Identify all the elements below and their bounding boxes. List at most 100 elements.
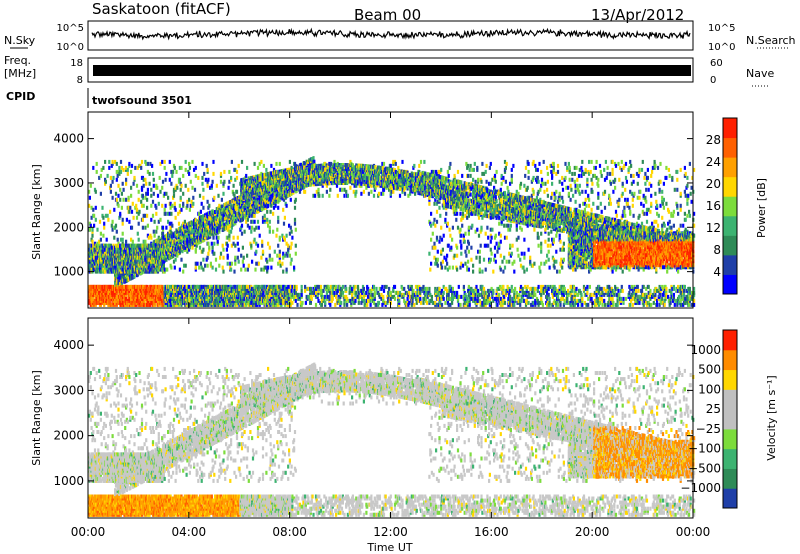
echo-cell xyxy=(267,241,270,246)
echo-cell xyxy=(151,213,155,218)
echo-cell xyxy=(210,241,213,246)
echo-cell xyxy=(136,165,139,170)
echo-cell xyxy=(119,211,122,216)
echo-cell xyxy=(200,223,203,228)
echo-cell xyxy=(128,161,131,166)
echo-cell xyxy=(183,219,186,224)
echo-cell xyxy=(98,219,102,224)
freq-label-1: Freq. xyxy=(4,54,31,67)
echo-cell xyxy=(103,221,106,226)
echo-cell xyxy=(99,269,102,274)
nsearch-tick-low: 10^0 xyxy=(708,42,735,53)
echo-cell xyxy=(137,189,140,194)
echo-cell xyxy=(210,183,213,188)
echo-cell xyxy=(269,209,272,214)
echo-cell xyxy=(137,221,140,226)
echo-cell xyxy=(152,177,155,182)
echo-cell xyxy=(197,284,200,289)
echo-cell xyxy=(253,161,256,166)
echo-cell xyxy=(219,179,223,184)
echo-cell xyxy=(182,191,185,196)
echo-cell xyxy=(219,255,222,260)
echo-cell xyxy=(240,267,243,272)
echo-cell xyxy=(130,284,134,289)
echo-cell xyxy=(104,213,107,218)
echo-cell xyxy=(219,225,222,230)
echo-cell xyxy=(117,203,120,208)
echo-cell xyxy=(130,185,133,190)
echo-cell xyxy=(189,203,192,208)
echo-cell xyxy=(230,261,233,266)
echo-cell xyxy=(198,211,201,216)
echo-cell xyxy=(229,224,232,228)
echo-cell xyxy=(191,185,194,190)
echo-cell xyxy=(144,195,147,200)
echo-cell xyxy=(130,193,133,198)
echo-cell xyxy=(90,215,93,220)
echo-cell xyxy=(222,255,225,260)
echo-cell xyxy=(200,201,203,206)
echo-cell xyxy=(121,181,124,186)
echo-cell xyxy=(222,213,225,218)
echo-cell xyxy=(172,169,175,174)
echo-cell xyxy=(182,201,185,206)
echo-cell xyxy=(92,165,95,170)
echo-cell xyxy=(104,265,107,270)
echo-cell xyxy=(115,177,118,182)
echo-cell xyxy=(121,217,124,222)
echo-cell xyxy=(150,203,153,208)
echo-cell xyxy=(191,228,194,232)
nave-label: Nave xyxy=(746,67,774,80)
echo-cell xyxy=(194,232,197,237)
echo-cell xyxy=(130,225,134,230)
echo-cell xyxy=(268,253,271,258)
nsky-trace xyxy=(91,27,691,41)
echo-cell xyxy=(202,247,205,252)
echo-cell xyxy=(186,199,189,204)
echo-cell xyxy=(261,243,264,248)
echo-cell xyxy=(195,243,198,248)
echo-cell xyxy=(211,179,214,184)
echo-cell xyxy=(91,233,94,238)
echo-cell xyxy=(188,197,191,202)
nsearch-label: N.Search xyxy=(746,34,796,47)
echo-cell xyxy=(109,189,112,194)
echo-cell xyxy=(211,219,214,224)
echo-cell xyxy=(217,235,220,240)
echo-cell xyxy=(153,233,156,238)
echo-cell xyxy=(126,171,129,176)
echo-cell xyxy=(178,203,181,208)
echo-cell xyxy=(157,219,160,224)
echo-cell xyxy=(115,229,118,234)
echo-cell xyxy=(117,183,120,188)
echo-cell xyxy=(118,165,121,170)
echo-cell xyxy=(94,189,97,194)
echo-cell xyxy=(194,261,197,266)
echo-cell xyxy=(119,169,123,174)
echo-cell xyxy=(142,239,145,244)
echo-cell xyxy=(146,223,149,228)
echo-cell xyxy=(226,221,229,226)
echo-cell xyxy=(193,167,196,172)
echo-cell xyxy=(111,195,114,200)
echo-cell xyxy=(144,239,147,244)
echo-cell xyxy=(104,269,107,274)
echo-cell xyxy=(256,219,260,224)
echo-cell xyxy=(153,219,156,224)
freq-trace xyxy=(93,65,691,76)
echo-cell xyxy=(273,249,276,254)
echo-cell xyxy=(145,161,148,166)
echo-cell xyxy=(237,163,240,168)
echo-cell xyxy=(255,249,258,254)
echo-cell xyxy=(218,203,221,208)
echo-cell xyxy=(219,302,223,307)
echo-cell xyxy=(128,209,131,214)
echo-cell xyxy=(180,207,183,212)
echo-cell xyxy=(250,229,253,234)
echo-cell xyxy=(154,302,157,307)
cpid-label: CPID xyxy=(6,90,35,103)
echo-cell xyxy=(174,207,177,212)
echo-cell xyxy=(206,263,209,268)
echo-cell xyxy=(121,221,124,226)
echo-cell xyxy=(109,209,112,214)
